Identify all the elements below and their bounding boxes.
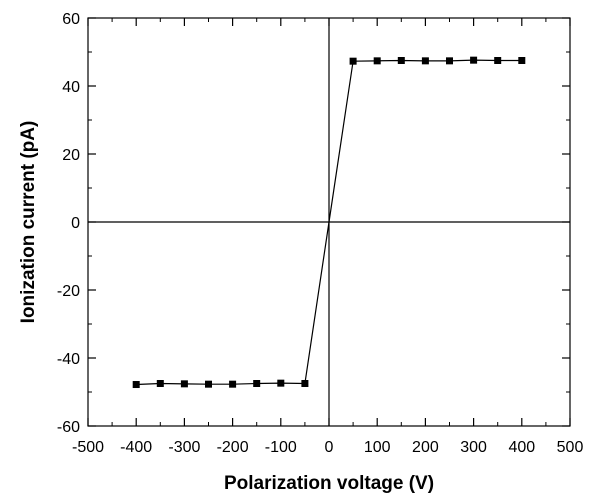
- x-tick-label: -500: [72, 439, 104, 456]
- x-tick-label: 100: [364, 439, 391, 456]
- data-point: [494, 57, 502, 64]
- y-tick-label: -20: [57, 283, 80, 300]
- data-point: [229, 380, 237, 388]
- data-point: [132, 381, 140, 389]
- data-point: [373, 57, 381, 65]
- x-tick-labels: -500 -400 -300 -200 -100 0 100 200 300 400 500: [72, 439, 583, 456]
- x-tick-label: -200: [217, 439, 249, 456]
- x-axis-title: Polarization voltage (V): [224, 473, 434, 494]
- x-tick-label: -300: [168, 439, 200, 456]
- series-line: [136, 59, 522, 386]
- x-tick-label: -100: [265, 439, 297, 456]
- data-point: [446, 57, 453, 65]
- data-point: [180, 380, 188, 388]
- y-tick-label: -60: [57, 419, 80, 436]
- x-tick-label: 400: [508, 439, 535, 456]
- data-point: [156, 380, 164, 387]
- data-point: [470, 56, 478, 64]
- data-point: [205, 380, 212, 388]
- x-tick-label: 300: [460, 439, 487, 456]
- x-tick-label: -400: [120, 439, 152, 456]
- x-tick-label: 500: [557, 439, 584, 456]
- y-tick-labels: -60 -40 -20 0 20 40 60: [57, 11, 80, 436]
- y-tick-label: 20: [62, 147, 80, 164]
- y-axis-title: Ionization current (pA): [18, 121, 39, 324]
- data-point: [518, 57, 526, 64]
- data-point: [301, 380, 309, 387]
- data-point: [277, 379, 285, 387]
- data-point: [421, 57, 429, 65]
- data-point: [349, 57, 357, 65]
- x-tick-label: 0: [325, 439, 334, 456]
- series: [132, 56, 526, 389]
- y-tick-label: -40: [57, 351, 80, 368]
- data-point: [253, 380, 261, 387]
- y-tick-label: 40: [62, 79, 80, 96]
- x-tick-label: 200: [412, 439, 439, 456]
- y-tick-label: 0: [71, 215, 80, 232]
- y-tick-label: 60: [62, 11, 80, 28]
- data-point: [397, 57, 405, 64]
- axis-ticks: [87, 17, 571, 427]
